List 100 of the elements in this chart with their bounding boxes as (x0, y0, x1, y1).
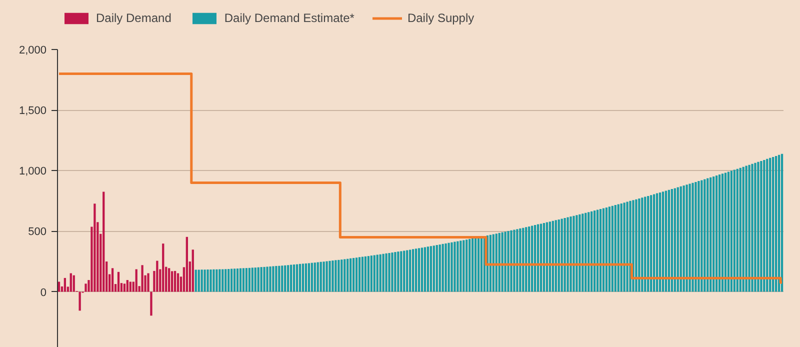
bar (516, 229, 518, 292)
bar (72, 275, 75, 292)
bar (222, 269, 224, 292)
bar (629, 200, 632, 292)
bar (662, 192, 664, 292)
bar (572, 216, 575, 292)
bar (534, 225, 536, 292)
bar (578, 214, 581, 292)
bar (310, 262, 313, 292)
bar (757, 162, 760, 292)
bar (296, 264, 298, 292)
bar (198, 270, 200, 292)
bar (477, 237, 480, 292)
bar (450, 242, 453, 292)
bar (58, 282, 60, 292)
bar (480, 236, 483, 292)
bar (650, 195, 652, 292)
bar (466, 240, 468, 292)
legend-label: Daily Demand (96, 11, 172, 25)
bar (570, 216, 572, 292)
bar (727, 172, 730, 292)
bar (298, 264, 302, 292)
bar (590, 211, 593, 292)
bar (730, 170, 732, 292)
bar (769, 158, 772, 292)
bar (426, 246, 430, 292)
bar (308, 263, 310, 292)
bar (418, 248, 420, 292)
bar (233, 268, 236, 292)
bar (745, 166, 748, 292)
bar (352, 258, 355, 292)
bar (141, 265, 144, 292)
bar (670, 189, 673, 292)
bar (456, 241, 459, 292)
bar (322, 262, 325, 292)
bar (760, 160, 762, 292)
bar (462, 240, 465, 292)
bar (102, 192, 105, 292)
bar (542, 222, 546, 292)
bar (664, 190, 668, 292)
bar (454, 242, 456, 292)
bar (361, 256, 364, 292)
bar (460, 240, 462, 292)
bar (174, 270, 176, 292)
bar (192, 250, 194, 292)
y-tick-label: 1,500 (18, 105, 47, 118)
bar (676, 187, 679, 292)
bar (780, 154, 784, 292)
bar (588, 212, 590, 292)
bar (135, 269, 138, 292)
bar (206, 269, 209, 292)
bar (78, 292, 81, 311)
bar (406, 250, 408, 292)
y-tick-label: 500 (28, 226, 47, 238)
bar (692, 182, 694, 292)
bar (608, 206, 611, 292)
bar (123, 284, 126, 292)
bar (228, 269, 230, 292)
bar (242, 268, 245, 292)
bar (245, 268, 248, 292)
bar (602, 208, 605, 292)
bar (531, 226, 534, 292)
bar (304, 263, 308, 292)
bar (248, 268, 250, 292)
bar (739, 168, 742, 292)
bar (281, 266, 284, 292)
bar (448, 242, 450, 292)
bar (436, 245, 438, 292)
bar (698, 181, 700, 292)
bar (290, 264, 292, 292)
bar (287, 265, 290, 292)
bar (766, 158, 768, 292)
bar (513, 230, 516, 292)
bar (94, 204, 96, 292)
bar (668, 190, 670, 292)
bar (263, 266, 266, 292)
bar (778, 154, 780, 292)
bar (278, 266, 280, 292)
bar (674, 188, 676, 292)
bar (715, 175, 718, 292)
bar (620, 203, 622, 292)
bar (150, 292, 152, 316)
bar (64, 278, 66, 292)
bar (617, 204, 620, 292)
bar (266, 266, 268, 292)
bar (468, 238, 471, 292)
bar (576, 215, 578, 292)
bar (314, 262, 316, 292)
bar (704, 179, 706, 292)
bar (492, 234, 494, 292)
bar (424, 247, 426, 292)
bar (432, 246, 435, 292)
legend-label: Daily Demand Estimate* (224, 11, 354, 25)
bar (706, 178, 709, 292)
bar (623, 202, 626, 292)
bar (632, 200, 634, 292)
bar (772, 156, 774, 292)
bar (251, 268, 254, 292)
bar (582, 214, 584, 292)
bar (736, 168, 738, 292)
